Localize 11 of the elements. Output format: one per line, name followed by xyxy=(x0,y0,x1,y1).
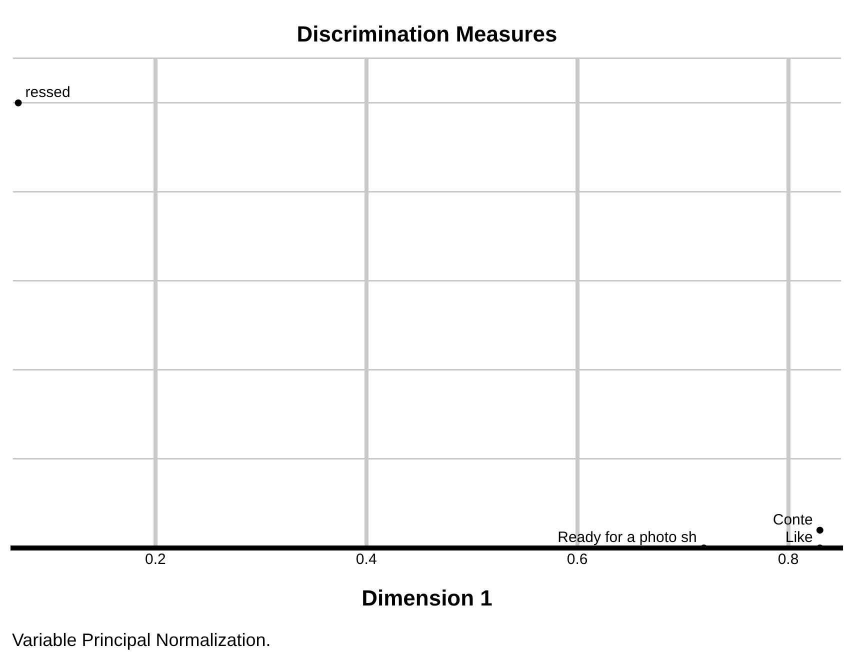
x-axis-title: Dimension 1 xyxy=(362,585,492,610)
x-tick-label: 0.4 xyxy=(356,551,377,568)
x-tick-label: 0.8 xyxy=(778,551,799,568)
text: Variable Principal Normalization. xyxy=(12,630,271,650)
annotation: ressed xyxy=(25,84,70,102)
x-tick-label: 0.6 xyxy=(566,551,588,568)
x-tick-label: 0.2 xyxy=(144,551,166,568)
chart-title: Discrimination Measures xyxy=(296,21,558,46)
annotation: Like xyxy=(785,529,813,546)
annotation: Ready for a photo sh xyxy=(558,529,697,546)
annotation: Conte xyxy=(772,511,813,528)
